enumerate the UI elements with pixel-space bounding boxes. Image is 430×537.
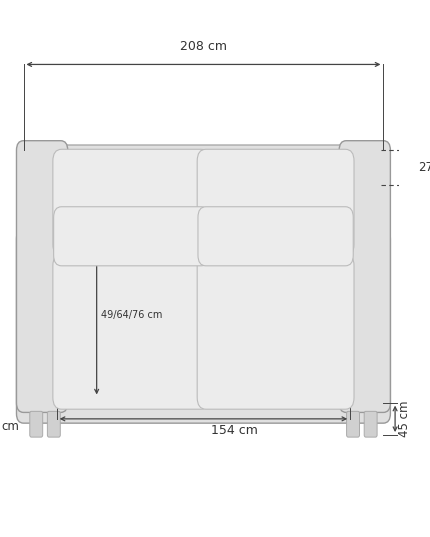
Text: 77x35 cm: 77x35 cm	[246, 230, 305, 243]
FancyBboxPatch shape	[53, 149, 210, 256]
FancyBboxPatch shape	[197, 254, 354, 409]
FancyBboxPatch shape	[47, 411, 60, 437]
Text: 154 cm: 154 cm	[211, 424, 258, 437]
Text: 49/64/76 cm: 49/64/76 cm	[101, 310, 163, 321]
FancyBboxPatch shape	[198, 207, 353, 266]
FancyBboxPatch shape	[54, 207, 209, 266]
FancyBboxPatch shape	[197, 149, 354, 256]
Text: 208 cm: 208 cm	[180, 40, 227, 53]
FancyBboxPatch shape	[16, 141, 68, 412]
Text: 77x56 cm: 77x56 cm	[246, 196, 305, 209]
Text: 27: 27	[418, 161, 430, 175]
Text: 45 cm: 45 cm	[398, 401, 411, 437]
FancyBboxPatch shape	[30, 411, 43, 437]
Text: 77x35 cm: 77x35 cm	[102, 230, 160, 243]
FancyBboxPatch shape	[347, 411, 359, 437]
FancyBboxPatch shape	[339, 141, 390, 412]
FancyBboxPatch shape	[16, 229, 390, 423]
Text: 77x56 cm: 77x56 cm	[102, 196, 160, 209]
FancyBboxPatch shape	[51, 145, 356, 255]
FancyBboxPatch shape	[53, 254, 210, 409]
FancyBboxPatch shape	[364, 411, 377, 437]
Text: cm: cm	[2, 420, 20, 433]
